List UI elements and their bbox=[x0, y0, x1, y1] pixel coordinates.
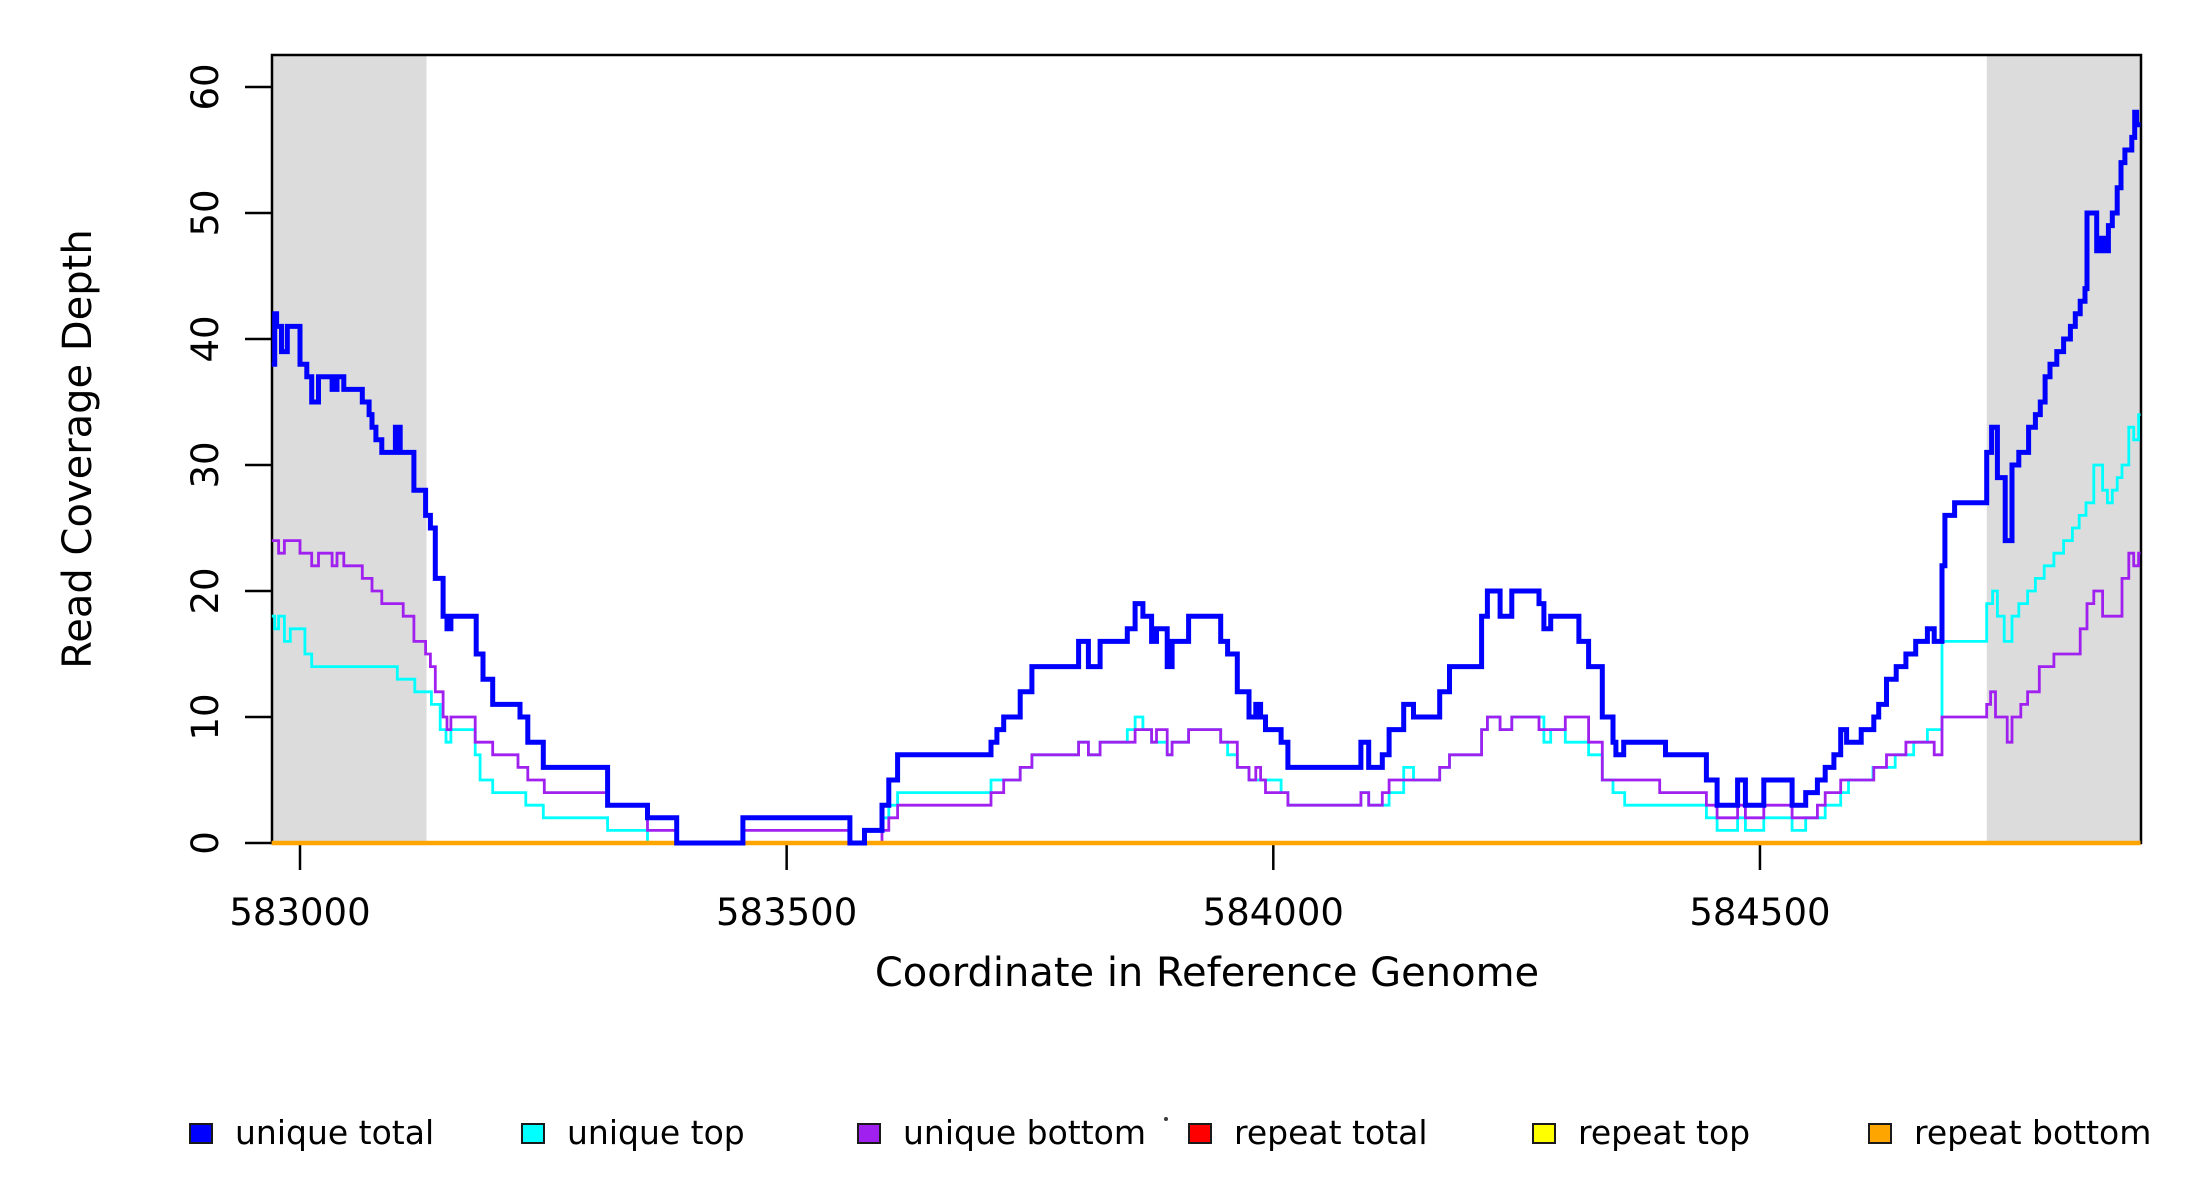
y-tick-label: 60 bbox=[184, 63, 227, 110]
shaded-region-left bbox=[271, 55, 427, 843]
series-unique-total-line bbox=[271, 109, 2141, 846]
y-tick-label: 40 bbox=[184, 315, 227, 362]
y-tick-label: 30 bbox=[184, 441, 227, 488]
x-tick-label: 583500 bbox=[716, 891, 857, 934]
stray-mark bbox=[1164, 1117, 1168, 1121]
y-tick-label: 10 bbox=[184, 693, 227, 740]
y-tick-label: 50 bbox=[184, 189, 227, 236]
series-unique-bottom-line bbox=[271, 539, 2141, 845]
x-tick-label: 584500 bbox=[1689, 891, 1830, 934]
y-tick-label: 20 bbox=[184, 567, 227, 614]
plot-frame bbox=[270, 53, 2143, 845]
x-tick-label: 583000 bbox=[229, 891, 370, 934]
x-tick-label: 584000 bbox=[1203, 891, 1344, 934]
x-axis-title: Coordinate in Reference Genome bbox=[874, 950, 1540, 996]
y-axis-title: Read Coverage Depth bbox=[55, 229, 101, 669]
y-tick-label: 0 bbox=[184, 831, 227, 855]
shaded-region-right bbox=[1986, 55, 2141, 843]
